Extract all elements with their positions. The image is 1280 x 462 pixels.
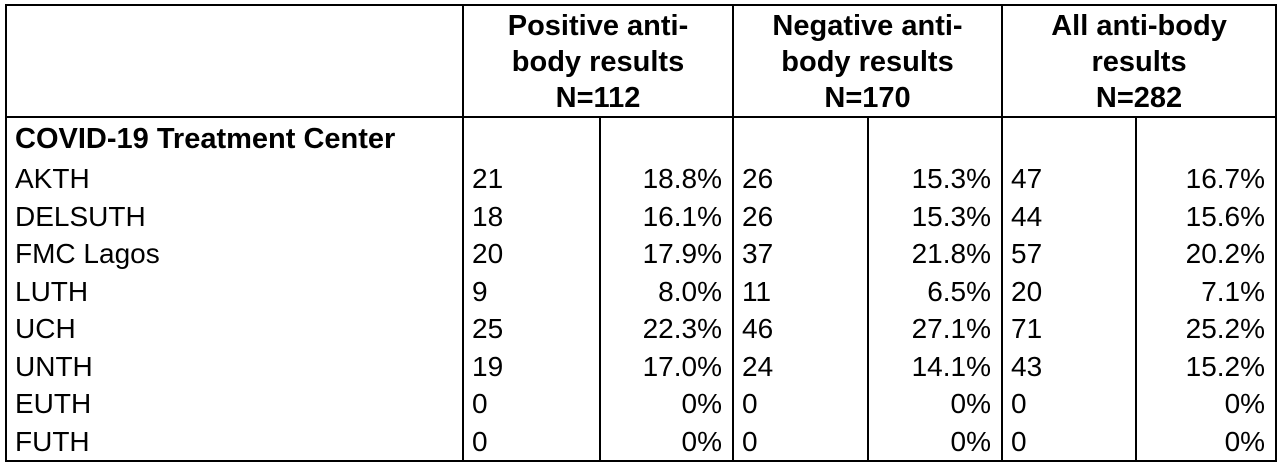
- table-row: UCH 25 22.3% 46 27.1% 71 25.2%: [5, 310, 1278, 348]
- table-row: LUTH 9 8.0% 11 6.5% 20 7.1%: [5, 272, 1278, 310]
- all-count: 43: [1001, 347, 1137, 385]
- all-count: 47: [1001, 160, 1137, 198]
- negative-percent: 15.3%: [866, 160, 1003, 198]
- table-row: FMC Lagos 20 17.9% 37 21.8% 57 20.2%: [5, 235, 1278, 273]
- negative-percent: 6.5%: [866, 272, 1003, 310]
- empty-cell: [1001, 117, 1137, 160]
- center-name: AKTH: [5, 160, 464, 198]
- positive-count: 9: [462, 272, 600, 310]
- all-percent: 25.2%: [1135, 310, 1278, 348]
- header-all-line2: results: [1091, 46, 1187, 78]
- positive-percent: 0%: [599, 385, 733, 423]
- empty-cell: [866, 117, 1003, 160]
- positive-percent: 8.0%: [599, 272, 733, 310]
- center-name: UNTH: [5, 347, 464, 385]
- header-positive-line1: Positive anti-: [507, 10, 689, 42]
- negative-percent: 27.1%: [866, 310, 1003, 348]
- empty-cell: [599, 117, 733, 160]
- negative-percent: 0%: [866, 385, 1003, 423]
- all-percent: 16.7%: [1135, 160, 1278, 198]
- center-name: UCH: [5, 310, 464, 348]
- empty-cell: [1135, 117, 1278, 160]
- header-negative-line2: body results: [781, 46, 954, 78]
- negative-percent: 15.3%: [866, 197, 1003, 235]
- negative-percent: 21.8%: [866, 235, 1003, 273]
- header-all: All anti-body results N=282: [1001, 4, 1278, 118]
- positive-count: 21: [462, 160, 600, 198]
- center-name: LUTH: [5, 272, 464, 310]
- center-name: FUTH: [5, 422, 464, 462]
- positive-count: 20: [462, 235, 600, 273]
- header-negative-n: N=170: [824, 82, 911, 114]
- positive-count: 0: [462, 385, 600, 423]
- positive-count: 19: [462, 347, 600, 385]
- all-count: 57: [1001, 235, 1137, 273]
- empty-cell: [462, 117, 600, 160]
- table-row: UNTH 19 17.0% 24 14.1% 43 15.2%: [5, 347, 1278, 385]
- header-all-n: N=282: [1095, 82, 1183, 114]
- table-row: FUTH 0 0% 0 0% 0 0%: [5, 422, 1278, 462]
- all-percent: 15.2%: [1135, 347, 1278, 385]
- positive-percent: 18.8%: [599, 160, 733, 198]
- table-row: AKTH 21 18.8% 26 15.3% 47 16.7%: [5, 160, 1278, 198]
- table-row: EUTH 0 0% 0 0% 0 0%: [5, 385, 1278, 423]
- positive-percent: 0%: [599, 422, 733, 462]
- all-count: 71: [1001, 310, 1137, 348]
- all-percent: 0%: [1135, 385, 1278, 423]
- positive-count: 0: [462, 422, 600, 462]
- positive-percent: 17.9%: [599, 235, 733, 273]
- negative-count: 26: [732, 160, 868, 198]
- all-percent: 15.6%: [1135, 197, 1278, 235]
- all-count: 20: [1001, 272, 1137, 310]
- table-row: DELSUTH 18 16.1% 26 15.3% 44 15.6%: [5, 197, 1278, 235]
- section-row: COVID-19 Treatment Center: [5, 117, 1278, 160]
- center-name: EUTH: [5, 385, 464, 423]
- antibody-results-table: Positive anti- body results N=112 Negati…: [5, 4, 1278, 462]
- negative-count: 0: [732, 422, 868, 462]
- center-name: DELSUTH: [5, 197, 464, 235]
- header-row: Positive anti- body results N=112 Negati…: [5, 4, 1278, 118]
- negative-percent: 14.1%: [866, 347, 1003, 385]
- positive-percent: 16.1%: [599, 197, 733, 235]
- all-count: 44: [1001, 197, 1137, 235]
- positive-percent: 17.0%: [599, 347, 733, 385]
- header-positive-n: N=112: [555, 82, 641, 114]
- negative-count: 11: [732, 272, 868, 310]
- negative-count: 37: [732, 235, 868, 273]
- negative-count: 46: [732, 310, 868, 348]
- negative-count: 24: [732, 347, 868, 385]
- positive-count: 25: [462, 310, 600, 348]
- center-name: FMC Lagos: [5, 235, 464, 273]
- negative-percent: 0%: [866, 422, 1003, 462]
- all-percent: 0%: [1135, 422, 1278, 462]
- all-percent: 20.2%: [1135, 235, 1278, 273]
- section-label: COVID-19 Treatment Center: [5, 117, 464, 160]
- all-count: 0: [1001, 385, 1137, 423]
- positive-count: 18: [462, 197, 600, 235]
- header-blank-cell: [5, 4, 464, 118]
- header-positive: Positive anti- body results N=112: [462, 4, 734, 118]
- negative-count: 0: [732, 385, 868, 423]
- header-positive-line2: body results: [511, 46, 685, 78]
- negative-count: 26: [732, 197, 868, 235]
- header-all-line1: All anti-body: [1051, 10, 1227, 42]
- empty-cell: [732, 117, 868, 160]
- header-negative: Negative anti- body results N=170: [731, 4, 1004, 118]
- positive-percent: 22.3%: [599, 310, 733, 348]
- header-negative-line1: Negative anti-: [772, 10, 963, 42]
- all-count: 0: [1001, 422, 1137, 462]
- all-percent: 7.1%: [1135, 272, 1278, 310]
